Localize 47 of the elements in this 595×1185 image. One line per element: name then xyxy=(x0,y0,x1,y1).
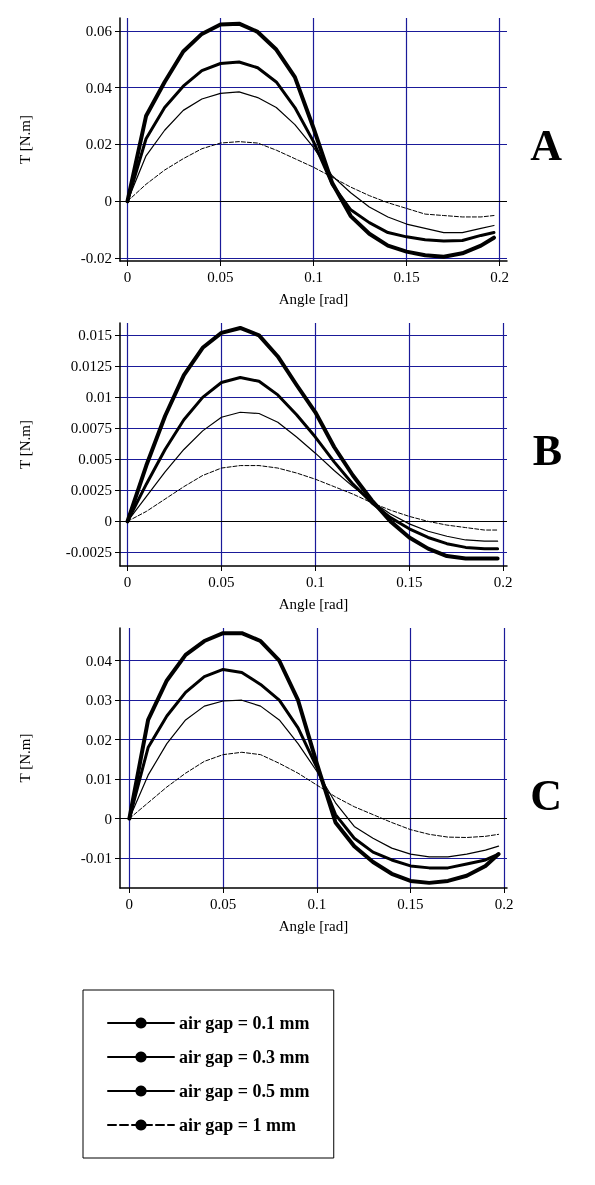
x-tick-label: 0.1 xyxy=(307,895,327,912)
y-tick-label: 0.01 xyxy=(85,389,112,406)
x-tick-label: 0.05 xyxy=(209,895,237,912)
x-tick-label: 0 xyxy=(123,268,132,285)
y-tick-label: 0.01 xyxy=(85,771,112,788)
x-tick-label: 0.15 xyxy=(396,573,423,590)
legend-label: air gap = 0.5 mm xyxy=(179,1081,310,1101)
y-tick-label: -0.02 xyxy=(80,250,112,267)
legend-label: air gap = 1 mm xyxy=(179,1115,296,1135)
y-axis-title: T [N.m] xyxy=(16,733,33,783)
y-tick-label: -0.0025 xyxy=(65,544,112,561)
y-tick-label: 0.0125 xyxy=(70,358,112,375)
legend-label: air gap = 0.3 mm xyxy=(179,1047,310,1067)
y-tick-label: 0.015 xyxy=(78,327,112,344)
x-tick-label: 0.05 xyxy=(208,573,235,590)
x-tick-label: 0 xyxy=(125,895,134,912)
y-tick-label: -0.01 xyxy=(80,850,112,867)
y-tick-label: 0.03 xyxy=(85,692,112,709)
x-tick-label: 0.2 xyxy=(493,573,513,590)
y-tick-label: 0.06 xyxy=(85,22,113,39)
y-tick-label: 0.04 xyxy=(85,79,113,96)
legend-label: air gap = 0.1 mm xyxy=(179,1013,310,1033)
y-tick-label: 0.02 xyxy=(85,136,112,153)
y-tick-label: 0.005 xyxy=(78,451,112,468)
y-tick-label: 0 xyxy=(104,193,112,210)
x-tick-label: 0.1 xyxy=(304,268,323,285)
text: B xyxy=(532,425,563,475)
y-tick-label: 0 xyxy=(104,513,112,530)
x-tick-label: 0 xyxy=(123,573,132,590)
y-axis-title: T [N.m] xyxy=(16,115,33,164)
x-tick-label: 0.2 xyxy=(490,268,509,285)
x-axis-title: Angle [rad] xyxy=(278,917,349,934)
x-tick-label: 0.05 xyxy=(207,268,234,285)
y-axis-title: T [N.m] xyxy=(16,420,33,469)
y-tick-label: 0.04 xyxy=(85,652,113,669)
text: A xyxy=(530,120,563,170)
x-axis-title: Angle [rad] xyxy=(278,290,349,307)
x-tick-label: 0.2 xyxy=(494,895,514,912)
x-tick-label: 0.15 xyxy=(397,895,424,912)
y-tick-label: 0.0075 xyxy=(70,420,112,437)
y-tick-label: 0 xyxy=(104,810,112,827)
y-tick-label: 0.02 xyxy=(85,731,112,748)
y-tick-label: 0.0025 xyxy=(70,482,112,499)
text: C xyxy=(530,770,563,820)
x-axis-title: Angle [rad] xyxy=(278,595,349,612)
x-tick-label: 0.1 xyxy=(306,573,325,590)
x-tick-label: 0.15 xyxy=(393,268,420,285)
